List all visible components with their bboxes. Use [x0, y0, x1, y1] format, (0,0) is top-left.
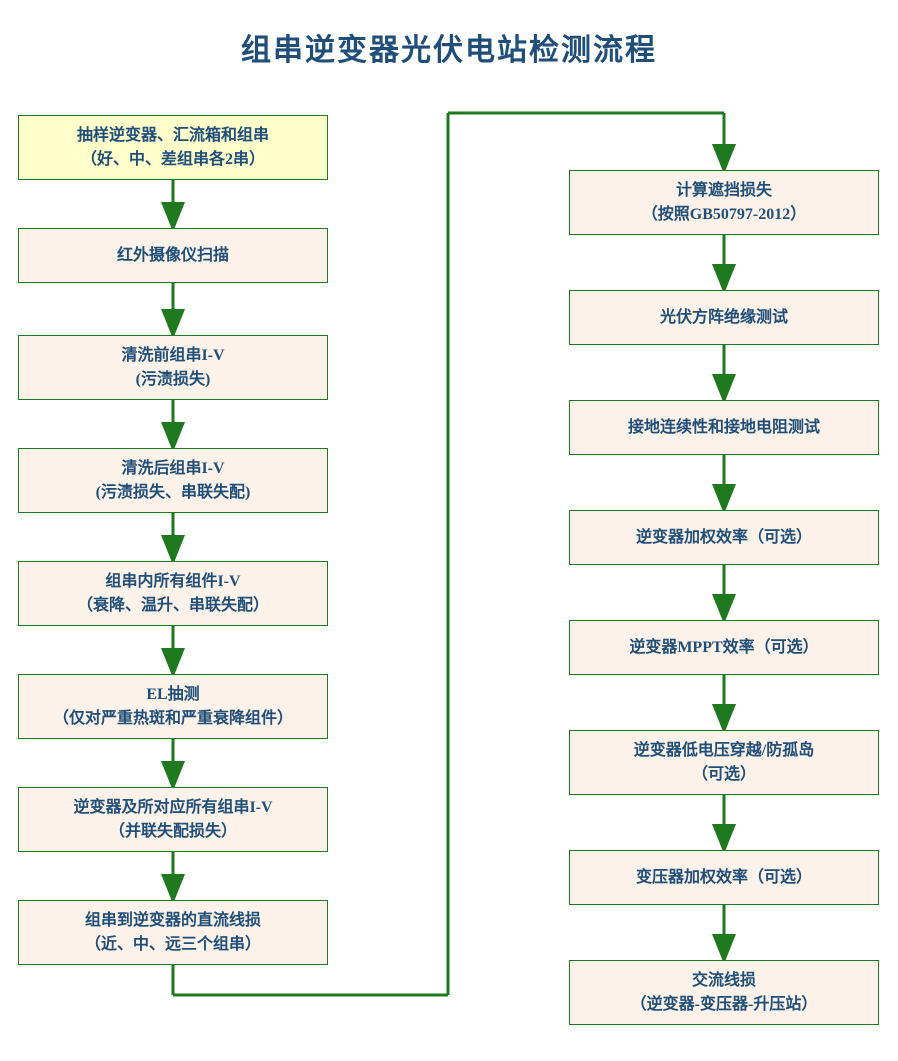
flow-box-left-1: 红外摄像仪扫描 — [18, 228, 328, 283]
box-line1: 红外摄像仪扫描 — [117, 244, 229, 268]
flow-box-left-3: 清洗后组串I-V(污渍损失、串联失配) — [18, 448, 328, 513]
flow-box-right-7: 交流线损（逆变器-变压器-升压站） — [569, 960, 879, 1025]
flow-box-left-7: 组串到逆变器的直流线损（近、中、远三个组串） — [18, 900, 328, 965]
page-title: 组串逆变器光伏电站检测流程 — [0, 0, 898, 79]
box-line1: 接地连续性和接地电阻测试 — [628, 416, 820, 440]
flow-box-right-3: 逆变器加权效率（可选） — [569, 510, 879, 565]
box-line1: 清洗后组串I-V — [121, 457, 224, 481]
box-line1: 逆变器低电压穿越/防孤岛 — [634, 739, 814, 763]
box-line2: （仅对严重热斑和严重衰降组件） — [53, 707, 293, 731]
box-line1: 逆变器MPPT效率（可选） — [629, 636, 818, 660]
flow-box-right-2: 接地连续性和接地电阻测试 — [569, 400, 879, 455]
box-line1: 交流线损 — [692, 969, 756, 993]
box-line1: 变压器加权效率（可选） — [636, 866, 812, 890]
flow-box-left-4: 组串内所有组件I-V（衰降、温升、串联失配） — [18, 561, 328, 626]
flow-box-right-6: 变压器加权效率（可选） — [569, 850, 879, 905]
box-line2: （按照GB50797-2012） — [642, 203, 806, 227]
box-line2: (污渍损失) — [136, 368, 211, 392]
flow-box-right-0: 计算遮挡损失（按照GB50797-2012） — [569, 170, 879, 235]
box-line1: EL抽测 — [146, 683, 199, 707]
box-line2: (污渍损失、串联失配) — [96, 481, 251, 505]
flow-box-left-5: EL抽测（仅对严重热斑和严重衰降组件） — [18, 674, 328, 739]
flow-box-left-0: 抽样逆变器、汇流箱和组串（好、中、差组串各2串） — [18, 115, 328, 180]
flow-box-right-4: 逆变器MPPT效率（可选） — [569, 620, 879, 675]
box-line2: （可选） — [692, 763, 756, 787]
box-line2: （近、中、远三个组串） — [85, 933, 261, 957]
box-line1: 清洗前组串I-V — [121, 344, 224, 368]
box-line2: （并联失配损失） — [109, 820, 237, 844]
box-line1: 逆变器及所对应所有组串I-V — [73, 796, 272, 820]
box-line2: （逆变器-变压器-升压站） — [631, 993, 818, 1017]
flow-box-right-1: 光伏方阵绝缘测试 — [569, 290, 879, 345]
box-line1: 计算遮挡损失 — [676, 179, 772, 203]
box-line2: （衰降、温升、串联失配） — [77, 594, 269, 618]
box-line2: （好、中、差组串各2串） — [81, 148, 265, 172]
flow-box-left-6: 逆变器及所对应所有组串I-V（并联失配损失） — [18, 787, 328, 852]
flow-box-right-5: 逆变器低电压穿越/防孤岛（可选） — [569, 730, 879, 795]
box-line1: 抽样逆变器、汇流箱和组串 — [77, 124, 269, 148]
box-line1: 逆变器加权效率（可选） — [636, 526, 812, 550]
flow-box-left-2: 清洗前组串I-V(污渍损失) — [18, 335, 328, 400]
box-line1: 组串内所有组件I-V — [105, 570, 240, 594]
box-line1: 光伏方阵绝缘测试 — [660, 306, 788, 330]
box-line1: 组串到逆变器的直流线损 — [85, 909, 261, 933]
